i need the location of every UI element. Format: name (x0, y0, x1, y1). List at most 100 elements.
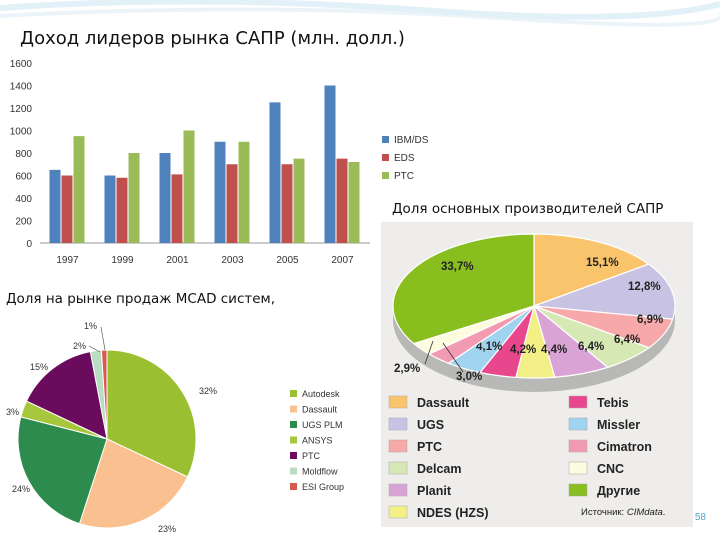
pie-value-label: 32% (199, 386, 217, 396)
legend-label: ANSYS (302, 436, 333, 446)
pie-slice-2 (17, 416, 108, 525)
y-tick-label: 200 (15, 217, 32, 228)
pie-slice-0 (106, 349, 197, 478)
bar-ptc-1997 (73, 136, 85, 243)
bar-ibmds-2005 (269, 102, 281, 243)
bar-eds-2007 (336, 158, 348, 243)
bar-ibmds-2007 (324, 85, 336, 243)
bar-eds-2003 (226, 164, 238, 243)
bar-ibmds-2003 (214, 141, 226, 243)
legend-swatch (388, 439, 408, 453)
legend-label: ESI Group (302, 482, 344, 492)
x-tick-label: 2007 (331, 255, 354, 266)
pie-value-label: 24% (12, 484, 30, 494)
pie-slice-1 (78, 438, 189, 529)
legend-label: PTC (302, 451, 321, 461)
mcad-market-pie-chart: 32% 23% 24% 3% 15% 2% 1% Autodesk Dassault UGS PL… (0, 312, 356, 540)
legend-swatch (388, 461, 408, 475)
bar-ibmds-1997 (49, 169, 61, 243)
pie-value-label: 6,4% (578, 341, 604, 353)
legend-label: NDES (HZS) (417, 506, 489, 520)
pie-slice-10 (392, 233, 535, 345)
y-tick-label: 1000 (10, 127, 33, 138)
pie-value-label: 4,2% (510, 344, 536, 356)
x-tick-label: 1999 (111, 255, 134, 266)
legend-label: Planit (417, 484, 452, 498)
pie-slice-1 (533, 263, 676, 320)
bar-eds-1999 (116, 177, 128, 243)
y-tick-label: 1200 (10, 104, 33, 115)
legend-swatch (388, 417, 408, 431)
legend-label: Missler (597, 418, 640, 432)
bar-ptc-2007 (348, 162, 360, 243)
pie-value-label: 4,4% (541, 344, 567, 356)
legend-swatch (382, 172, 389, 179)
pie-value-label: 2,9% (394, 363, 420, 375)
legend-swatch (568, 483, 588, 497)
legend-label: EDS (394, 153, 415, 164)
x-tick-label: 1997 (56, 255, 79, 266)
bar-eds-2001 (171, 174, 183, 243)
legend-swatch (290, 405, 297, 413)
pie-value-label: 3,0% (456, 371, 482, 383)
pie-value-label: 23% (158, 524, 176, 534)
mcad-pie-title-line-1: Доля на рынке продаж MCAD систем, (6, 291, 276, 307)
legend-swatch (290, 467, 297, 475)
legend-swatch (290, 390, 297, 397)
producers-pie-title: Доля основных производителей САПР (392, 201, 664, 217)
legend-label: UGS (417, 418, 444, 432)
legend-label: Dassault (302, 405, 338, 415)
y-tick-label: 1400 (10, 82, 33, 93)
bar-eds-1997 (61, 175, 73, 243)
pie-value-label: 1% (84, 321, 97, 331)
revenue-bar-chart: 0 200 400 600 800 1000 1200 1400 1600 1997 1999 200… (10, 59, 429, 266)
legend-swatch (290, 421, 297, 428)
leader-line (424, 340, 434, 365)
legend-label: Dassault (417, 396, 470, 410)
y-tick-label: 1600 (10, 59, 33, 70)
bar-ptc-1999 (128, 153, 140, 243)
legend-label: CNC (597, 462, 624, 476)
pie-value-label: 3% (6, 407, 19, 417)
pie-value-label: 6,4% (614, 334, 640, 346)
legend-swatch (568, 461, 588, 475)
producers-share-pie-chart: 15,1% 12,8% 6,9% 6,4% 6,4% 4,4% 4,2% 4,1% 3,0% 2,… (381, 222, 693, 527)
pie-value-label: 2% (73, 341, 86, 351)
legend-label: Autodesk (302, 389, 340, 399)
legend-swatch (382, 136, 389, 143)
legend-label: PTC (417, 440, 442, 454)
legend-swatch (382, 154, 389, 161)
legend-label: Cimatron (597, 440, 652, 454)
pie-value-label: 4,1% (476, 341, 502, 353)
legend-label: Другие (597, 484, 640, 498)
pie-slice-0 (533, 233, 650, 307)
y-tick-label: 600 (15, 172, 32, 183)
bar-ptc-2001 (183, 130, 195, 243)
bar-ibmds-1999 (104, 175, 116, 243)
leader-line (442, 342, 464, 373)
x-tick-label: 2003 (221, 255, 244, 266)
bar-ptc-2005 (293, 158, 305, 243)
legend-swatch (388, 483, 408, 497)
pie-slice-6 (100, 349, 108, 440)
y-tick-label: 400 (15, 194, 32, 205)
source-prefix: Источник: (581, 507, 627, 518)
x-tick-label: 2005 (276, 255, 299, 266)
legend-label: Tebis (597, 396, 629, 410)
y-tick-label: 0 (26, 239, 32, 250)
source-suffix: . (663, 507, 666, 518)
pie-value-label: 15% (30, 362, 48, 372)
source-name: CIMdata (627, 507, 663, 518)
bar-ibmds-2001 (159, 153, 171, 243)
legend-label: Delcam (417, 462, 461, 476)
bar-ptc-2003 (238, 141, 250, 243)
legend-swatch (290, 483, 297, 490)
source-note: Источник: CIMdata. (581, 507, 665, 518)
slide-title: Доход лидеров рынка САПР (млн. долл.) (20, 28, 405, 49)
legend-swatch (568, 395, 588, 409)
leader-line (100, 326, 106, 351)
pie-value-label: 12,8% (628, 281, 661, 293)
pie-value-label: 33,7% (441, 261, 474, 273)
bar-eds-2005 (281, 164, 293, 243)
legend-label: IBM/DS (394, 135, 429, 146)
